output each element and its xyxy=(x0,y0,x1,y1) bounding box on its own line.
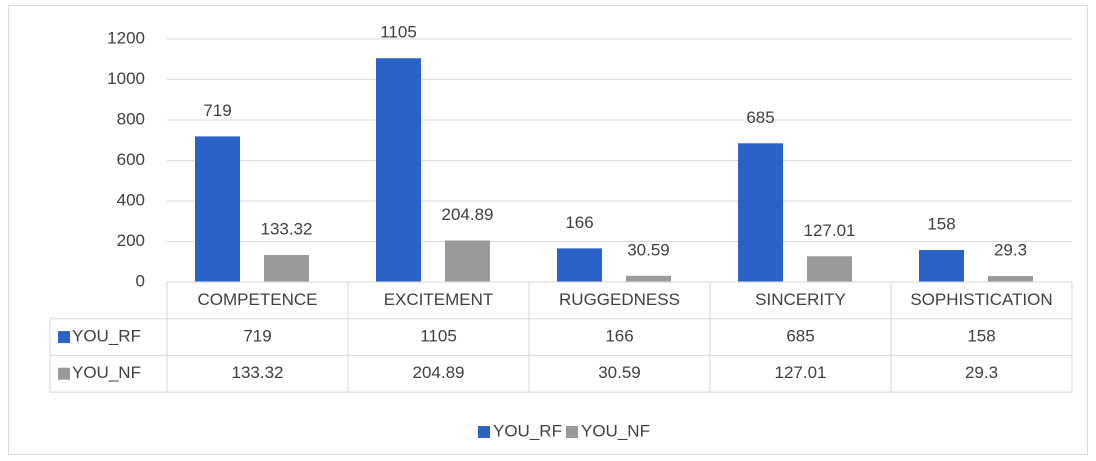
y-tick-label: 400 xyxy=(117,190,145,209)
legend-key xyxy=(566,426,578,438)
y-tick-label: 1200 xyxy=(107,28,145,47)
table-cell: 685 xyxy=(786,327,814,346)
bar xyxy=(626,275,671,282)
y-tick-label: 0 xyxy=(136,271,145,290)
x-tick-label: COMPETENCE xyxy=(198,290,318,309)
bar xyxy=(807,256,852,282)
legend-key xyxy=(478,426,490,438)
table-cell: 166 xyxy=(605,327,633,346)
y-tick-label: 800 xyxy=(117,109,145,128)
table-cell: 133.32 xyxy=(232,363,284,382)
bar xyxy=(195,136,240,282)
bar xyxy=(557,248,602,282)
table-cell: 127.01 xyxy=(775,363,827,382)
data-label: 30.59 xyxy=(627,240,670,259)
chart-border xyxy=(8,5,1088,455)
x-tick-label: EXCITEMENT xyxy=(384,290,494,309)
table-cell: 1105 xyxy=(420,327,457,346)
data-label: 127.01 xyxy=(804,221,856,240)
bar xyxy=(264,255,309,282)
x-tick-label: RUGGEDNESS xyxy=(559,290,680,309)
y-tick-label: 1000 xyxy=(107,69,145,88)
table-cell: 29.3 xyxy=(965,363,998,382)
bar xyxy=(988,276,1033,282)
data-label: 685 xyxy=(746,108,774,127)
table-series-name: YOU_NF xyxy=(72,363,141,382)
x-tick-label: SOPHISTICATION xyxy=(910,290,1052,309)
table-legend-key xyxy=(58,367,70,380)
table-cell: 204.89 xyxy=(413,363,465,382)
table-cell: 158 xyxy=(967,327,995,346)
data-label: 166 xyxy=(565,213,593,232)
legend-label: YOU_NF xyxy=(581,421,650,440)
data-label: 1105 xyxy=(380,23,417,42)
y-tick-label: 200 xyxy=(117,231,145,250)
x-tick-label: SINCERITY xyxy=(755,290,846,309)
y-tick-label: 600 xyxy=(117,150,145,169)
table-cell: 30.59 xyxy=(598,363,641,382)
table-series-name: YOU_RF xyxy=(72,327,141,346)
table-cell: 719 xyxy=(243,327,271,346)
data-label: 133.32 xyxy=(261,219,313,238)
data-label: 719 xyxy=(203,101,231,120)
table-legend-key xyxy=(58,331,70,344)
data-label: 204.89 xyxy=(442,205,494,224)
bar xyxy=(376,58,421,282)
data-label: 158 xyxy=(927,214,955,233)
bar xyxy=(738,143,783,282)
data-label: 29.3 xyxy=(994,241,1027,260)
legend-label: YOU_RF xyxy=(493,421,562,440)
bar xyxy=(445,240,490,282)
bar xyxy=(919,250,964,282)
